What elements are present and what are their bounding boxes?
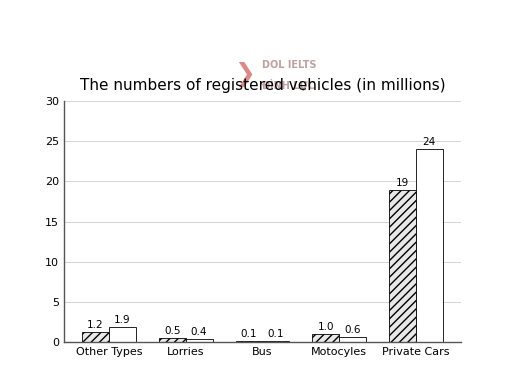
Bar <box>236 341 262 342</box>
Title: The numbers of registered vehicles (in millions): The numbers of registered vehicles (in m… <box>79 78 445 93</box>
Text: 0.6: 0.6 <box>345 325 361 335</box>
Text: ❯: ❯ <box>234 63 255 88</box>
Bar <box>312 334 339 342</box>
Text: 1.0: 1.0 <box>317 322 334 332</box>
Text: 0.1: 0.1 <box>268 329 284 339</box>
Text: DOL IELTS: DOL IELTS <box>262 60 317 70</box>
Bar <box>186 339 212 342</box>
Bar <box>416 149 443 342</box>
Text: 0.1: 0.1 <box>241 329 257 339</box>
Bar <box>159 338 186 342</box>
Text: ĐÌNH LỰC: ĐÌNH LỰC <box>262 79 315 91</box>
Text: 19: 19 <box>396 177 409 187</box>
Text: 1.2: 1.2 <box>87 320 104 330</box>
Bar <box>109 326 136 342</box>
Bar <box>82 332 109 342</box>
Bar <box>339 337 366 342</box>
Text: 24: 24 <box>423 137 436 147</box>
Bar <box>389 190 416 342</box>
Bar <box>262 341 289 342</box>
Text: 1.9: 1.9 <box>114 314 131 324</box>
Legend: 1996, 2006: 1996, 2006 <box>178 379 347 384</box>
Text: 0.5: 0.5 <box>164 326 180 336</box>
Text: 0.4: 0.4 <box>191 326 207 336</box>
